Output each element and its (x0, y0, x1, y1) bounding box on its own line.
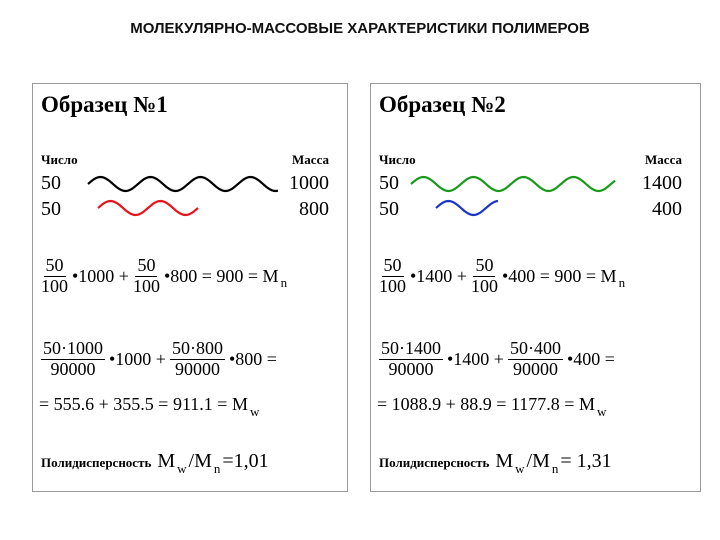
formula-text: =1,01 (222, 450, 269, 472)
chain-mass: 1400 (642, 172, 682, 194)
chain-wave (87, 175, 279, 193)
numerator: 50 (473, 255, 496, 277)
fraction: 50 100 (379, 255, 406, 297)
chain-wave (97, 199, 199, 217)
numerator: 50·1000 (41, 338, 105, 360)
sample-panel: Образец №1 Число Масса 50 1000 50 800 50 100 •100… (32, 83, 348, 492)
numerator: 50·1400 (379, 338, 443, 360)
fraction: 50 100 (470, 255, 498, 297)
slide-title: МОЛЕКУЛЯРНО-МАССОВЫЕ ХАРАКТЕРИСТИКИ ПОЛИ… (130, 20, 590, 37)
mw-formula: 50·1400 90000 •1400 +50·400 90000 •400 = (377, 338, 615, 380)
mass-label: Масса (645, 152, 682, 167)
chain-wave (435, 199, 499, 217)
numerator: 50 (381, 255, 404, 277)
subscript: n (551, 460, 559, 476)
polydispersity-label: Полидисперсность (379, 455, 490, 470)
denominator: 90000 (174, 358, 220, 379)
subscript: w (249, 403, 260, 419)
fraction: 50·400 90000 (507, 338, 563, 380)
chain-mass: 800 (299, 198, 329, 220)
formula-text: •1000 + (72, 265, 129, 286)
formula-text: = 1,31 (560, 450, 612, 472)
formula-text: M (157, 450, 176, 472)
formula-text: M (495, 450, 514, 472)
fraction: 50·800 90000 (169, 338, 225, 380)
subscript: n (213, 460, 221, 476)
denominator: 100 (379, 275, 406, 296)
fraction: 50 100 (41, 255, 68, 297)
numerator: 50·400 (507, 338, 563, 360)
chain-count: 50 (379, 198, 399, 220)
denominator: 90000 (388, 358, 434, 379)
formula-text: •400 = 900 = M (501, 265, 617, 286)
chain-wave (410, 175, 616, 193)
formula-text: /M (526, 450, 550, 472)
formula-text: •1400 + (410, 265, 467, 286)
polydispersity-label: Полидисперсность (41, 455, 152, 470)
chain-mass: 400 (652, 198, 682, 220)
chain-count: 50 (41, 172, 61, 194)
chain-count: 50 (379, 172, 399, 194)
formula-text: •1000 + (109, 348, 166, 369)
sample-name: Образец №1 (41, 92, 168, 117)
mw-formula: 50·1000 90000 •1000 +50·800 90000 •800 = (39, 338, 277, 380)
waves (87, 175, 279, 217)
chain-mass: 1000 (289, 172, 329, 194)
denominator: 100 (41, 275, 68, 296)
fraction: 50·1400 90000 (379, 338, 443, 380)
subscript: w (596, 403, 607, 419)
waves (410, 175, 616, 217)
numerator: 50 (135, 255, 158, 277)
count-label: Число (379, 152, 416, 167)
fraction: 50·1000 90000 (41, 338, 105, 380)
formula-text: •1400 + (447, 348, 504, 369)
count-label: Число (41, 152, 78, 167)
subscript: n (618, 275, 626, 291)
sample-name: Образец №2 (379, 92, 506, 117)
subscript: n (280, 275, 288, 291)
denominator: 90000 (512, 358, 558, 379)
formula-text: /M (188, 450, 212, 472)
sample-panel: Образец №2 Число Масса 50 1400 50 400 50 100 •140… (370, 83, 701, 492)
formula-text: = 555.6 + 355.5 = 911.1 = M (39, 394, 248, 414)
denominator: 100 (470, 275, 498, 296)
chain-count: 50 (41, 198, 61, 220)
denominator: 100 (132, 275, 160, 296)
subscript: w (177, 460, 187, 476)
formula-text: •800 = (228, 348, 277, 369)
formula-text: •800 = 900 = M (163, 265, 279, 286)
mass-label: Масса (292, 152, 329, 167)
formula-text: •400 = (566, 348, 615, 369)
formula-text: = 1088.9 + 88.9 = 1177.8 = M (377, 394, 595, 414)
numerator: 50·800 (169, 338, 225, 360)
fraction: 50 100 (132, 255, 160, 297)
numerator: 50 (43, 255, 66, 277)
subscript: w (515, 460, 525, 476)
denominator: 90000 (50, 358, 96, 379)
